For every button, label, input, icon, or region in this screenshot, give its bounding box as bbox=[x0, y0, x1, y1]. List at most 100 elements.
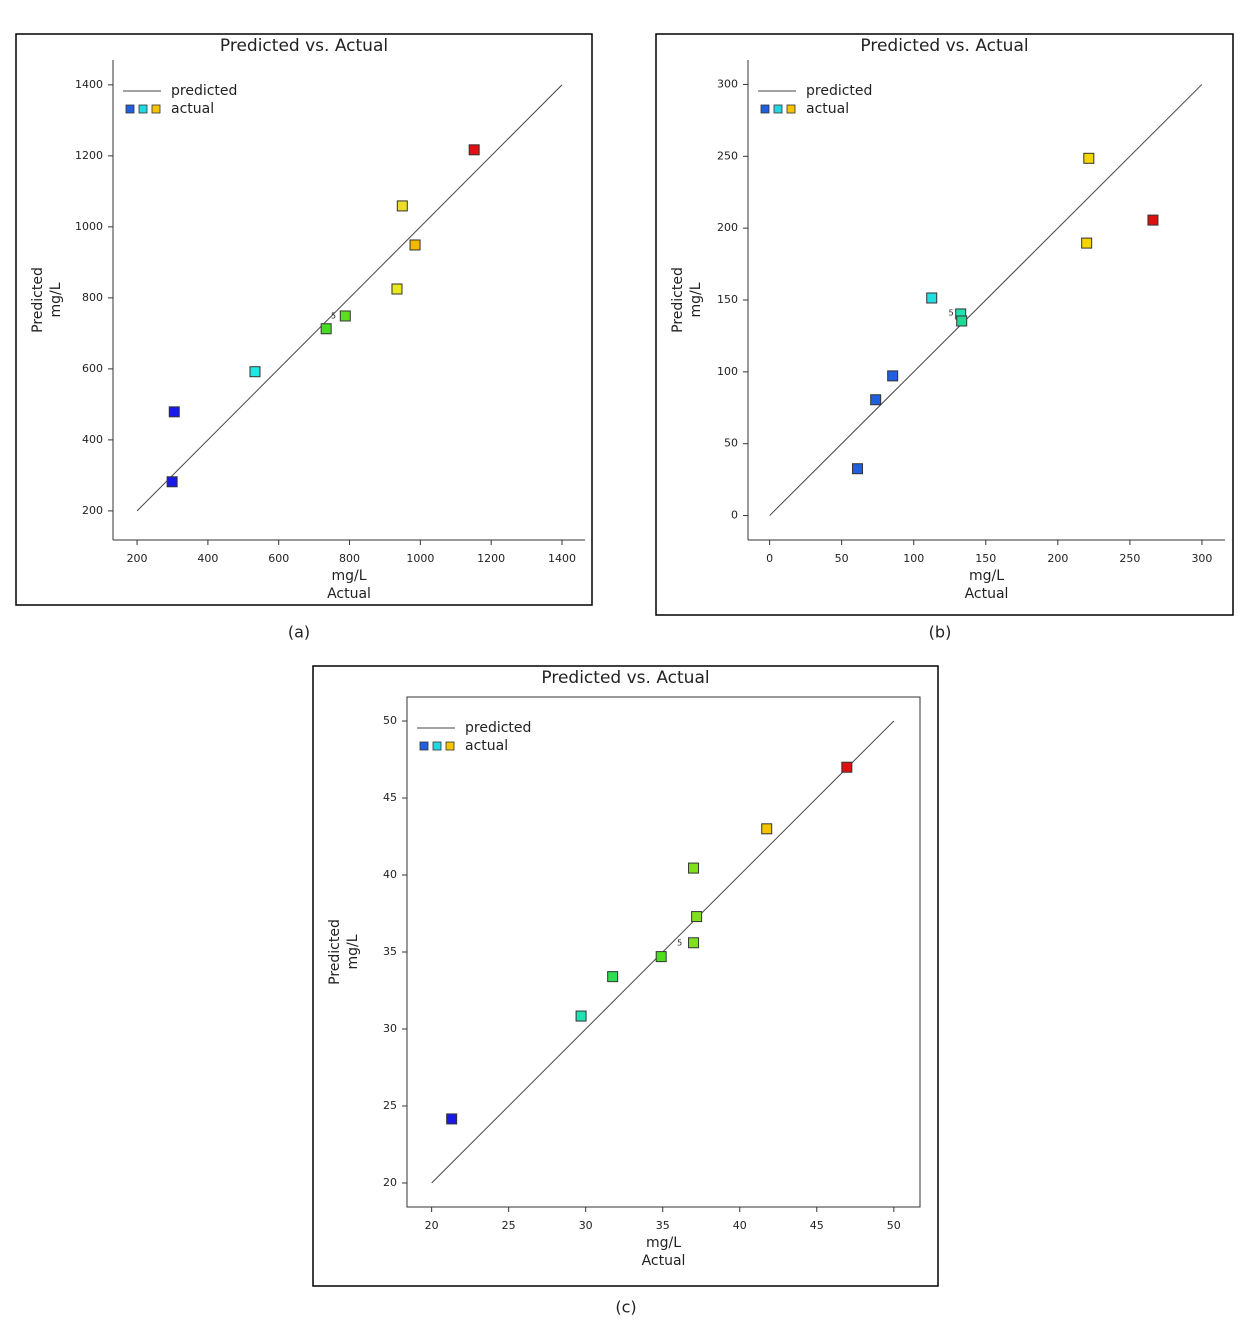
x-tick-label: 20 bbox=[425, 1219, 439, 1232]
legend-swatch bbox=[151, 104, 161, 114]
y-tick-label: 200 bbox=[717, 221, 738, 234]
y-tick-label: 30 bbox=[383, 1022, 397, 1035]
y-tick-label: 35 bbox=[383, 945, 397, 958]
legend-swatch bbox=[445, 741, 455, 751]
data-point bbox=[339, 310, 351, 322]
data-point bbox=[409, 239, 421, 251]
y-tick-label: 200 bbox=[82, 504, 103, 517]
y-tick-label: 0 bbox=[731, 509, 738, 522]
legend-label: actual bbox=[171, 101, 214, 117]
legend-swatch bbox=[773, 104, 783, 114]
y-axis-label: Predicted bbox=[670, 267, 686, 333]
x-axis-label: Actual bbox=[965, 586, 1009, 602]
data-point bbox=[1083, 152, 1095, 164]
caption: (a) bbox=[288, 623, 310, 642]
x-tick-label: 250 bbox=[1119, 552, 1140, 565]
panel-frame bbox=[312, 665, 939, 1287]
x-tick-label: 1000 bbox=[406, 552, 434, 565]
panel-frame bbox=[655, 33, 1234, 616]
x-tick-label: 0 bbox=[766, 552, 773, 565]
legend-label: actual bbox=[465, 738, 508, 754]
y-tick-label: 1000 bbox=[75, 220, 103, 233]
x-tick-label: 800 bbox=[339, 552, 360, 565]
legend-label: predicted bbox=[171, 83, 237, 99]
y-tick-label: 100 bbox=[717, 365, 738, 378]
data-point bbox=[168, 406, 180, 418]
y-axis-label: mg/L bbox=[345, 934, 361, 969]
data-point bbox=[852, 463, 864, 475]
data-point bbox=[1081, 237, 1093, 249]
y-axis-label: Predicted bbox=[327, 919, 343, 985]
legend-swatch bbox=[419, 741, 429, 751]
data-point bbox=[655, 951, 667, 963]
x-tick-label: 40 bbox=[733, 1219, 747, 1232]
y-tick-label: 800 bbox=[82, 291, 103, 304]
x-axis-label: Actual bbox=[642, 1253, 686, 1269]
data-point bbox=[688, 937, 700, 949]
predicted-line bbox=[136, 84, 563, 512]
data-point bbox=[926, 292, 938, 304]
annotation: 5 bbox=[949, 308, 954, 317]
y-tick-label: 45 bbox=[383, 791, 397, 804]
y-axis-label: Predicted bbox=[30, 267, 46, 333]
x-axis-label: Actual bbox=[327, 586, 371, 602]
data-point bbox=[446, 1113, 458, 1125]
y-tick-label: 1200 bbox=[75, 149, 103, 162]
x-tick-label: 1400 bbox=[548, 552, 576, 565]
data-point bbox=[691, 911, 703, 923]
data-point bbox=[1147, 214, 1159, 226]
data-point bbox=[956, 315, 968, 327]
y-tick-label: 50 bbox=[383, 714, 397, 727]
legend-label: actual bbox=[806, 101, 849, 117]
x-axis-label: mg/L bbox=[331, 568, 366, 584]
data-point bbox=[391, 283, 403, 295]
x-axis-label: mg/L bbox=[969, 568, 1004, 584]
x-tick-label: 100 bbox=[903, 552, 924, 565]
legend-swatch bbox=[760, 104, 770, 114]
data-point bbox=[607, 971, 619, 983]
y-tick-label: 300 bbox=[717, 77, 738, 90]
data-point bbox=[468, 144, 480, 156]
x-tick-label: 25 bbox=[502, 1219, 516, 1232]
x-tick-label: 400 bbox=[197, 552, 218, 565]
chart-title: Predicted vs. Actual bbox=[220, 36, 388, 56]
y-tick-label: 50 bbox=[724, 437, 738, 450]
x-tick-label: 50 bbox=[887, 1219, 901, 1232]
x-tick-label: 300 bbox=[1191, 552, 1212, 565]
data-point bbox=[887, 370, 899, 382]
data-point bbox=[249, 366, 261, 378]
legend-label: predicted bbox=[465, 720, 531, 736]
y-axis-label: mg/L bbox=[688, 282, 704, 317]
x-tick-label: 30 bbox=[579, 1219, 593, 1232]
x-tick-label: 600 bbox=[268, 552, 289, 565]
y-tick-label: 150 bbox=[717, 293, 738, 306]
x-tick-label: 200 bbox=[127, 552, 148, 565]
data-point bbox=[761, 823, 773, 835]
panel-frame bbox=[15, 33, 593, 606]
chart-title: Predicted vs. Actual bbox=[860, 36, 1028, 56]
legend-label: predicted bbox=[806, 83, 872, 99]
data-point bbox=[320, 323, 332, 335]
y-tick-label: 1400 bbox=[75, 78, 103, 91]
chart-title: Predicted vs. Actual bbox=[541, 668, 709, 688]
annotation: 5 bbox=[331, 311, 336, 320]
x-tick-label: 200 bbox=[1047, 552, 1068, 565]
y-tick-label: 600 bbox=[82, 362, 103, 375]
legend-swatch bbox=[786, 104, 796, 114]
x-tick-label: 50 bbox=[835, 552, 849, 565]
predicted-line bbox=[769, 84, 1203, 516]
data-point bbox=[575, 1010, 587, 1022]
y-axis-label: mg/L bbox=[48, 282, 64, 317]
y-tick-label: 250 bbox=[717, 149, 738, 162]
data-point bbox=[870, 394, 882, 406]
x-tick-label: 45 bbox=[810, 1219, 824, 1232]
data-point bbox=[688, 862, 700, 874]
x-tick-label: 35 bbox=[656, 1219, 670, 1232]
caption: (c) bbox=[615, 1298, 636, 1317]
y-tick-label: 25 bbox=[383, 1099, 397, 1112]
data-point bbox=[841, 761, 853, 773]
y-tick-label: 40 bbox=[383, 868, 397, 881]
data-point bbox=[396, 200, 408, 212]
